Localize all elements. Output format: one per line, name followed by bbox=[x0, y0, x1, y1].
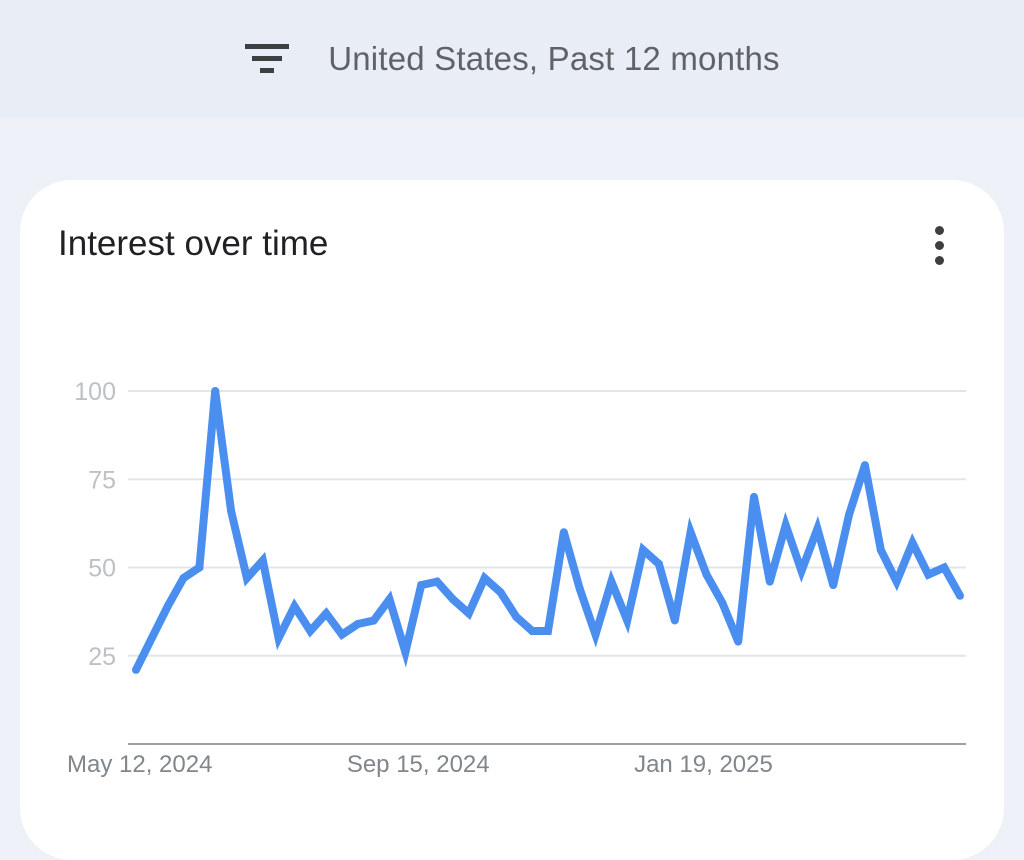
y-tick-label: 75 bbox=[88, 466, 116, 494]
y-axis-ticks: 25 50 75 100 bbox=[74, 378, 116, 671]
x-tick-label: Sep 15, 2024 bbox=[347, 751, 490, 778]
interest-over-time-card: Interest over time bbox=[20, 180, 1004, 860]
data-point[interactable] bbox=[433, 577, 442, 586]
menu-dot bbox=[934, 255, 944, 265]
gridlines bbox=[128, 390, 966, 745]
data-point[interactable] bbox=[924, 570, 933, 579]
menu-dot bbox=[934, 240, 944, 250]
data-point[interactable] bbox=[163, 602, 172, 611]
y-tick-label: 50 bbox=[88, 555, 116, 583]
interest-line-chart: 25 50 75 100 May 12, 2024 Sep 15, 2024 Jan 19… bbox=[67, 378, 966, 778]
x-tick-label: Jan 19, 2025 bbox=[634, 751, 773, 778]
y-tick-label: 100 bbox=[74, 378, 116, 406]
data-point[interactable] bbox=[401, 648, 410, 657]
data-point[interactable] bbox=[274, 634, 283, 643]
data-point[interactable] bbox=[385, 595, 394, 604]
data-point[interactable] bbox=[956, 591, 964, 600]
data-point[interactable] bbox=[448, 595, 457, 604]
data-point[interactable] bbox=[781, 521, 790, 530]
data-point[interactable] bbox=[750, 492, 758, 501]
data-point[interactable] bbox=[132, 665, 140, 674]
data-point[interactable] bbox=[512, 612, 521, 621]
data-point[interactable] bbox=[227, 507, 236, 516]
data-point[interactable] bbox=[242, 574, 251, 583]
data-point[interactable] bbox=[322, 609, 331, 618]
data-point[interactable] bbox=[813, 524, 822, 533]
data-point[interactable] bbox=[686, 528, 695, 537]
data-point[interactable] bbox=[607, 577, 616, 586]
data-point[interactable] bbox=[765, 577, 774, 586]
filter-bar[interactable]: United States, Past 12 months bbox=[0, 0, 1024, 118]
data-point[interactable] bbox=[258, 556, 267, 565]
data-point[interactable] bbox=[892, 577, 901, 586]
data-point[interactable] bbox=[464, 609, 473, 618]
data-point[interactable] bbox=[908, 538, 917, 547]
data-point[interactable] bbox=[353, 619, 362, 628]
data-point[interactable] bbox=[860, 461, 869, 470]
data-point[interactable] bbox=[306, 627, 315, 636]
data-point[interactable] bbox=[670, 616, 679, 625]
data-point[interactable] bbox=[591, 630, 600, 639]
data-point[interactable] bbox=[639, 545, 648, 554]
more-vert-icon[interactable] bbox=[920, 220, 958, 270]
data-point[interactable] bbox=[369, 616, 378, 625]
data-point[interactable] bbox=[829, 581, 838, 590]
data-point[interactable] bbox=[623, 616, 632, 625]
data-point[interactable] bbox=[940, 563, 949, 572]
filter-list-icon[interactable] bbox=[244, 42, 290, 76]
filter-summary[interactable]: United States, Past 12 months bbox=[328, 40, 780, 77]
data-point[interactable] bbox=[147, 634, 156, 643]
data-point[interactable] bbox=[211, 387, 220, 395]
data-point[interactable] bbox=[718, 598, 727, 607]
data-point[interactable] bbox=[480, 574, 489, 583]
x-axis-ticks: May 12, 2024 Sep 15, 2024 Jan 19, 2025 bbox=[67, 751, 773, 778]
data-point[interactable] bbox=[876, 545, 885, 554]
data-point[interactable] bbox=[734, 637, 743, 646]
data-point[interactable] bbox=[544, 627, 552, 636]
data-point[interactable] bbox=[496, 588, 505, 597]
data-point[interactable] bbox=[845, 510, 854, 519]
data-point[interactable] bbox=[559, 528, 568, 537]
x-tick-label: May 12, 2024 bbox=[67, 751, 212, 778]
data-point[interactable] bbox=[179, 574, 188, 583]
y-tick-label: 25 bbox=[88, 643, 116, 671]
data-point[interactable] bbox=[702, 570, 711, 579]
data-point[interactable] bbox=[290, 602, 299, 611]
series-group bbox=[132, 387, 964, 674]
data-point[interactable] bbox=[338, 630, 346, 639]
data-point[interactable] bbox=[195, 563, 204, 572]
card-title: Interest over time bbox=[58, 224, 329, 263]
data-point[interactable] bbox=[654, 559, 663, 568]
data-point[interactable] bbox=[528, 627, 537, 636]
data-point[interactable] bbox=[417, 581, 426, 590]
menu-dot bbox=[934, 225, 944, 235]
data-point[interactable] bbox=[575, 584, 584, 593]
data-point[interactable] bbox=[797, 567, 806, 576]
